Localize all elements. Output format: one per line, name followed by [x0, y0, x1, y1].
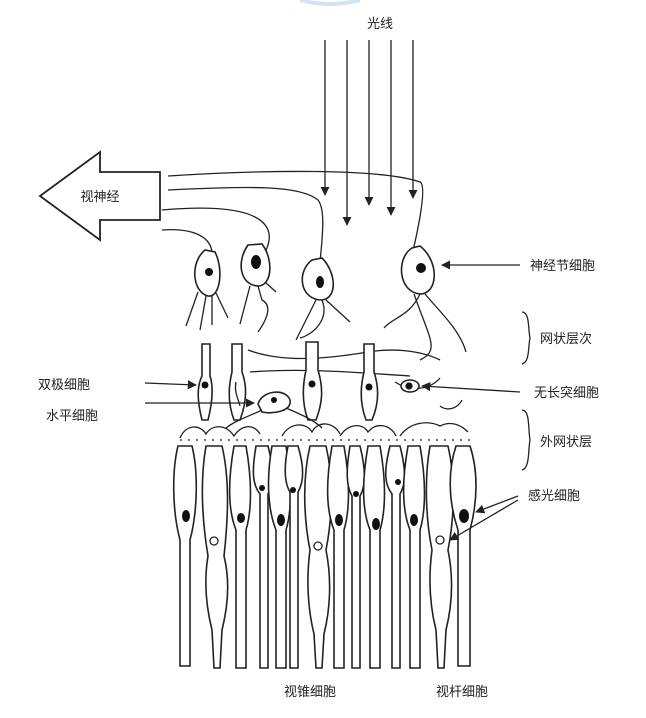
label-photoreceptor: 感光细胞: [528, 488, 580, 504]
label-inner-plexiform: 网状层次: [540, 331, 592, 347]
label-horizontal-cell: 水平细胞: [46, 409, 98, 424]
label-bipolar-cell: 双极细胞: [38, 378, 90, 393]
optic-nerve-arrow: [38, 150, 161, 242]
top-arc-decoration: [299, 0, 361, 6]
inner-plexiform-connections: [247, 349, 441, 393]
label-light: 光线: [367, 17, 393, 32]
label-amacrine-cell: 无长突细胞: [534, 385, 599, 401]
ganglion-cells: [185, 243, 467, 361]
label-outer-plexiform: 外网状层: [540, 435, 592, 450]
light-arrows: [320, 40, 418, 226]
label-optic-nerve: 视神经: [80, 190, 119, 205]
label-pointers: [144, 260, 521, 541]
nerve-fibers: [161, 170, 424, 263]
inner-plexiform-brace: [521, 311, 531, 365]
horizontal-cell: [225, 391, 323, 429]
outer-plexiform-brace: [521, 409, 531, 471]
label-ganglion-cell: 神经节细胞: [530, 259, 595, 274]
photoreceptor-cells: [172, 445, 477, 669]
label-cone: 视锥细胞: [284, 685, 336, 700]
bipolar-cells: [197, 341, 379, 421]
outer-plexiform-synapses: [179, 399, 470, 441]
label-rod: 视杆细胞: [436, 685, 488, 700]
